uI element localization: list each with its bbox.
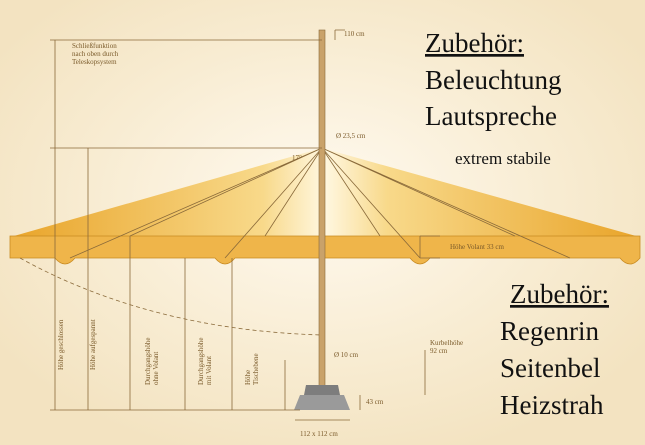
pole-diameter: Ø 10 cm: [334, 351, 359, 359]
heading: Zubehör:: [425, 28, 524, 58]
accessory: Regenrin: [500, 316, 599, 346]
angle: 17°: [292, 154, 302, 162]
page: Schließfunktionnach oben durchTeleskopsy…: [0, 0, 645, 445]
accessory: Lautspreche: [425, 101, 557, 131]
base: [294, 395, 350, 410]
base-foot: [304, 385, 340, 395]
accessory: Seitenbel: [500, 353, 600, 383]
hub-diameter: Ø 23,5 cm: [336, 132, 366, 140]
base-size: 112 x 112 cm: [300, 430, 338, 438]
base-height: 43 cm: [366, 398, 384, 406]
height-open: Höhe aufgespannt: [89, 319, 97, 370]
accessory: Beleuchtung: [425, 65, 561, 95]
accessory: Heizstrah: [500, 390, 604, 420]
pole: [319, 30, 325, 400]
diagram: Schließfunktionnach oben durchTeleskopsy…: [0, 0, 645, 445]
height-closed: Höhe geschlossen: [57, 319, 65, 370]
top-extension: 110 cm: [344, 30, 365, 38]
valance-height: Höhe Volant 33 cm: [450, 243, 505, 251]
note: extrem stabile: [455, 149, 551, 168]
heading: Zubehör:: [510, 279, 609, 309]
